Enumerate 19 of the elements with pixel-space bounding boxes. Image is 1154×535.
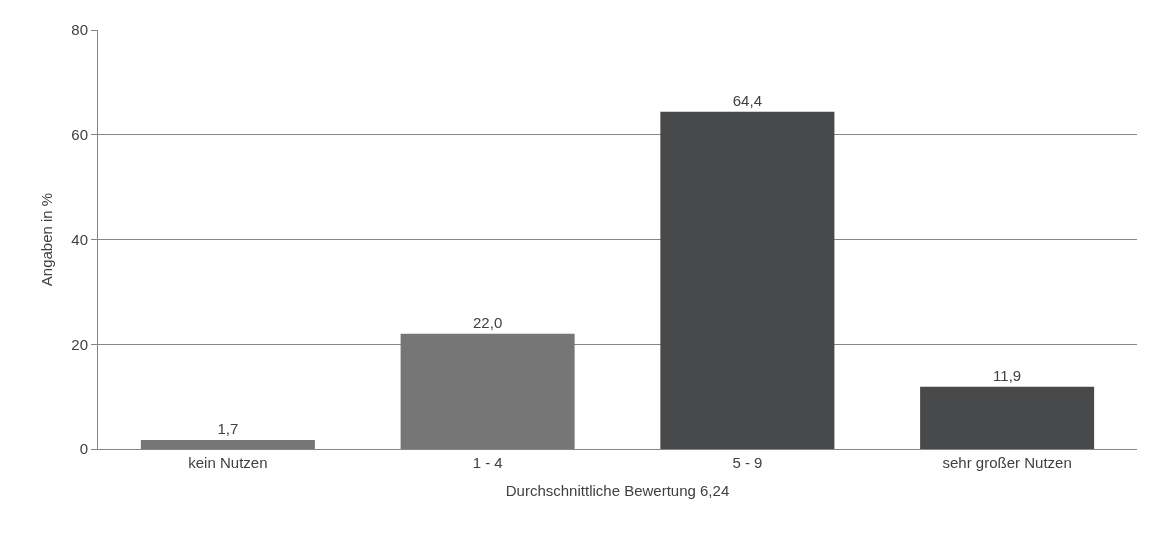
x-tick-label: 5 - 9: [732, 454, 763, 471]
bar: [660, 111, 835, 449]
data-label: 22,0: [473, 313, 503, 331]
bar: [140, 440, 315, 449]
y-tick-label: 80: [71, 21, 88, 39]
data-label: 11,9: [993, 366, 1022, 384]
y-tick-label: 60: [71, 126, 88, 143]
x-tick-label: kein Nutzen: [188, 454, 268, 471]
data-label: 64,4: [732, 91, 762, 109]
x-tick-label: 1 - 4: [472, 454, 503, 471]
bar: [920, 386, 1095, 449]
y-tick-label: 40: [71, 230, 88, 248]
bar: [400, 333, 575, 449]
y-tick-label: 20: [71, 335, 88, 353]
y-axis-title: Angaben in %: [37, 192, 55, 287]
data-label: 1,7: [217, 420, 239, 438]
x-tick-label: sehr großer Nutzen: [942, 454, 1072, 471]
y-tick-label: 0: [79, 440, 88, 458]
x-axis-title: Durchschnittliche Bewertung 6,24: [505, 482, 730, 499]
